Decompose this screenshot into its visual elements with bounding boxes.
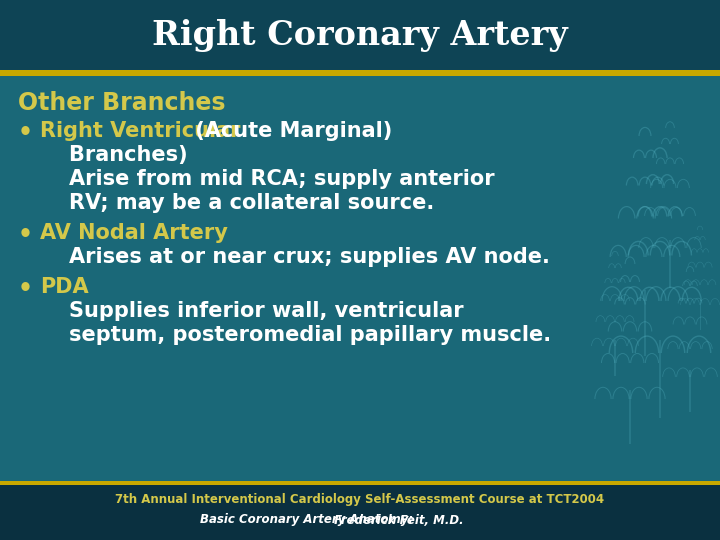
Text: Right Ventricular: Right Ventricular [40,121,240,141]
Text: septum, posteromedial papillary muscle.: septum, posteromedial papillary muscle. [40,325,551,345]
FancyArrow shape [614,340,616,376]
FancyArrow shape [689,370,690,412]
Text: •: • [18,121,33,145]
Text: •: • [18,223,33,247]
Text: Right Coronary Artery: Right Coronary Artery [152,18,568,51]
FancyArrow shape [629,390,631,444]
FancyArrow shape [659,340,661,418]
Bar [0,481,720,485]
Bar [0,0,720,70]
Text: Basic Coronary Artery Anatomy:: Basic Coronary Artery Anatomy: [200,514,413,526]
Bar [0,485,720,540]
FancyArrow shape [700,300,701,330]
Text: •: • [18,277,33,301]
Text: AV Nodal Artery: AV Nodal Artery [40,223,228,243]
Text: PDA: PDA [40,277,89,297]
FancyArrow shape [644,290,646,356]
Text: 7th Annual Interventional Cardiology Self-Assessment Course at TCT2004: 7th Annual Interventional Cardiology Sel… [115,494,605,507]
Text: Arise from mid RCA; supply anterior: Arise from mid RCA; supply anterior [40,169,495,189]
Text: RV; may be a collateral source.: RV; may be a collateral source. [40,193,434,213]
FancyArrow shape [669,240,671,288]
Text: Arises at or near crux; supplies AV node.: Arises at or near crux; supplies AV node… [40,247,550,267]
Text: Other Branches: Other Branches [18,91,225,115]
Bar [0,70,720,76]
Text: Frederick Feit, M.D.: Frederick Feit, M.D. [330,514,464,526]
Text: Branches): Branches) [40,145,188,165]
Text: Supplies inferior wall, ventricular: Supplies inferior wall, ventricular [40,301,464,321]
Text: (Acute Marginal): (Acute Marginal) [188,121,392,141]
